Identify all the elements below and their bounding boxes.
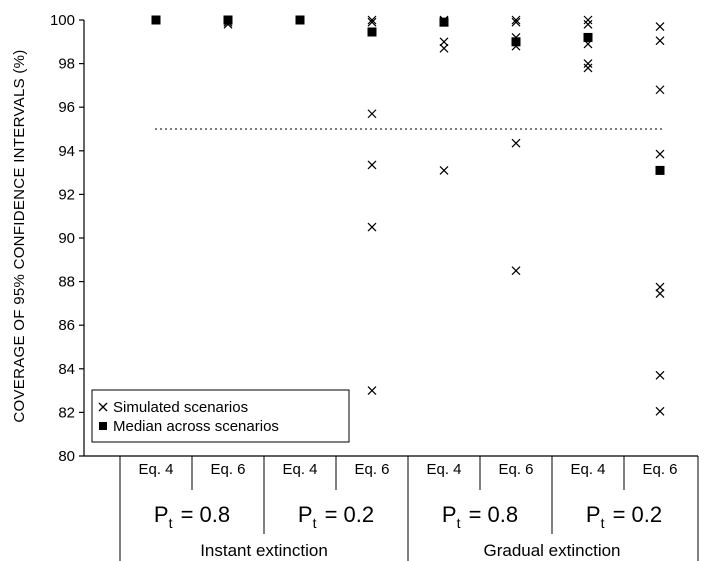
y-tick-label: 88 bbox=[58, 274, 75, 291]
simulated-scenario-point bbox=[511, 138, 521, 148]
simulated-scenario-point bbox=[583, 19, 593, 29]
legend-label-median: Median across scenarios bbox=[113, 418, 279, 435]
simulated-scenario-point bbox=[583, 63, 593, 73]
y-tick-label: 96 bbox=[58, 99, 75, 116]
simulated-scenario-point bbox=[439, 43, 449, 53]
simulated-scenario-point bbox=[439, 37, 449, 47]
legend-box bbox=[91, 389, 350, 443]
median-point bbox=[295, 15, 305, 25]
y-axis-label: COVERAGE OF 95% CONFIDENCE INTERVALS (%) bbox=[11, 49, 28, 422]
simulated-scenario-point bbox=[655, 22, 665, 31]
category-labels: Eq. 4 Eq. 6 Eq. 4 Eq. 6 Eq. 4 Eq. 6 Eq. 4 Eq. 6 bbox=[138, 461, 677, 478]
simulated-scenario-point bbox=[655, 370, 665, 380]
chart-frame bbox=[83, 20, 699, 561]
y-tick-label: 90 bbox=[58, 230, 75, 247]
simulated-scenario-point bbox=[511, 15, 521, 25]
simulated-scenario-point bbox=[367, 386, 377, 396]
simulated-scenario-point bbox=[655, 36, 665, 46]
median-point bbox=[655, 165, 665, 175]
median-point bbox=[151, 15, 161, 25]
simulated-scenario-point bbox=[583, 15, 593, 25]
median-point bbox=[583, 32, 593, 42]
median-point bbox=[439, 17, 449, 27]
y-tick-label: 94 bbox=[58, 143, 75, 160]
y-axis-ticks: 80 82 84 86 88 90 92 94 96 98 100 bbox=[50, 12, 84, 465]
median-point bbox=[367, 27, 377, 37]
pt-group-label: Pt = 0.8 bbox=[442, 502, 518, 531]
pt-group-label: Pt = 0.2 bbox=[298, 502, 374, 531]
y-tick-label: 92 bbox=[58, 186, 75, 203]
simulated-scenario-point bbox=[583, 59, 593, 69]
simulated-scenario-point bbox=[655, 149, 665, 159]
pt-group-labels: Pt = 0.8 Pt = 0.2 Pt = 0.8 Pt = 0.2 bbox=[154, 502, 662, 531]
median-point bbox=[511, 37, 521, 47]
category-label: Eq. 6 bbox=[210, 461, 245, 478]
y-tick-label: 98 bbox=[58, 56, 75, 73]
y-tick-label: 82 bbox=[58, 404, 75, 421]
simulated-scenario-point bbox=[655, 85, 665, 95]
extinction-group-label: Instant extinction bbox=[200, 541, 328, 560]
legend: Simulated scenarios Median across scenar… bbox=[91, 389, 350, 443]
simulated-scenario-point bbox=[367, 109, 377, 119]
simulated-scenario-point bbox=[439, 165, 449, 175]
category-label: Eq. 4 bbox=[570, 461, 605, 478]
simulated-scenario-point bbox=[367, 222, 377, 232]
category-label: Eq. 6 bbox=[642, 461, 677, 478]
category-label: Eq. 6 bbox=[498, 461, 533, 478]
simulated-scenario-point bbox=[655, 406, 665, 416]
simulated-scenario-point bbox=[367, 17, 377, 27]
category-label: Eq. 4 bbox=[426, 461, 461, 478]
simulated-scenario-point bbox=[655, 282, 665, 292]
legend-label-simulated: Simulated scenarios bbox=[113, 399, 248, 416]
simulated-scenario-point bbox=[511, 17, 521, 27]
simulated-scenario-point bbox=[511, 266, 521, 276]
simulated-scenario-point bbox=[367, 15, 377, 25]
median-point bbox=[223, 15, 233, 25]
pt-group-label: Pt = 0.8 bbox=[154, 502, 230, 531]
y-tick-label: 80 bbox=[58, 448, 75, 465]
y-tick-label: 100 bbox=[50, 12, 75, 29]
extinction-group-labels: Instant extinction Gradual extinction bbox=[200, 541, 620, 560]
category-label: Eq. 4 bbox=[282, 461, 317, 478]
legend-x-marker-icon bbox=[98, 402, 108, 412]
category-label: Eq. 4 bbox=[138, 461, 173, 478]
y-tick-label: 84 bbox=[58, 361, 75, 378]
pt-group-label: Pt = 0.2 bbox=[586, 502, 662, 531]
simulated-scenario-point bbox=[367, 160, 377, 170]
data-points bbox=[151, 15, 665, 416]
extinction-group-label: Gradual extinction bbox=[483, 541, 620, 560]
category-label: Eq. 6 bbox=[354, 461, 389, 478]
simulated-scenario-point bbox=[655, 289, 665, 299]
y-tick-label: 86 bbox=[58, 317, 75, 334]
legend-square-marker-icon bbox=[99, 422, 107, 430]
